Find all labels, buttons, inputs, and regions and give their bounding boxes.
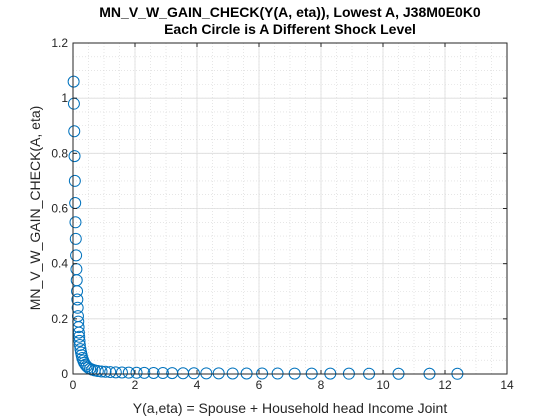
x-axis-ticks: 0 2 4 6 8 10 12 14 [70,43,514,392]
data-point [73,334,86,347]
data-point [104,366,117,379]
data-point [138,366,151,379]
data-point [212,367,225,380]
data-point [73,330,86,343]
y-tick-label: 1.2 [51,36,68,50]
data-point [67,75,80,88]
data-point [71,285,84,298]
chart-title: MN_V_W_GAIN_CHECK(Y(A, eta)), Lowest A, … [99,4,481,20]
x-tick-label: 4 [194,378,201,392]
plot-area: 0 2 4 6 8 10 12 14 0 0.2 0.4 0.6 0.8 1 1.2 [51,36,514,392]
data-point [69,216,82,229]
data-point [71,301,84,314]
data-point [130,366,143,379]
y-tick-label: 0.4 [51,257,68,271]
data-point [71,293,84,306]
data-point [109,366,122,379]
chart-subtitle: Each Circle is A Different Shock Level [164,21,416,37]
y-tick-label: 0.8 [51,146,68,160]
y-tick-label: 0 [61,367,68,381]
x-tick-label: 0 [70,378,77,392]
data-point [95,365,108,378]
x-tick-label: 10 [376,378,390,392]
x-axis-label: Y(a,eta) = Spouse + Household head Incom… [133,400,448,416]
data-point [70,249,83,262]
y-tick-label: 1 [61,91,68,105]
data-point [99,365,112,378]
x-tick-label: 8 [318,378,325,392]
data-point [69,232,82,245]
data-point [68,125,81,138]
x-tick-label: 6 [256,378,263,392]
data-point [147,366,160,379]
data-point [68,174,81,187]
data-point [156,367,169,380]
y-tick-label: 0.2 [51,312,68,326]
data-point [115,366,128,379]
x-tick-label: 12 [438,378,452,392]
y-axis-ticks: 0 0.2 0.4 0.6 0.8 1 1.2 [51,36,507,381]
x-tick-label: 14 [500,378,514,392]
data-point [187,367,200,380]
y-axis-label: MN_V_W_GAIN_CHECK(A, eta) [27,106,43,311]
data-point [122,366,135,379]
data-point [226,367,239,380]
x-tick-label: 2 [132,378,139,392]
data-point [91,364,104,377]
y-tick-label: 0.6 [51,202,68,216]
data-point [200,367,213,380]
data-point [68,150,81,163]
